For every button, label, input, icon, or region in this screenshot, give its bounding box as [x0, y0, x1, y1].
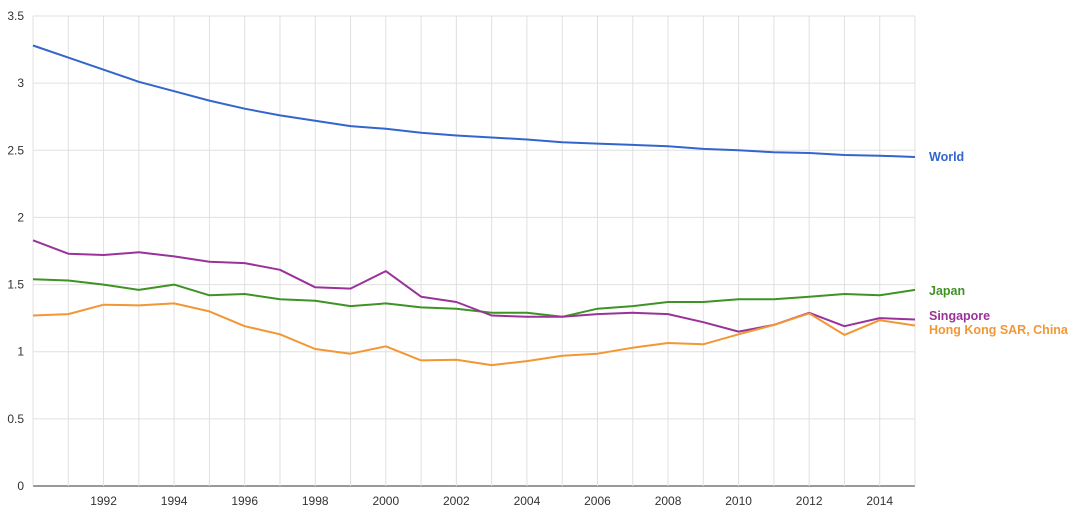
y-tick-label: 0.5: [7, 412, 24, 426]
series-label-hong-kong-sar-china: Hong Kong SAR, China: [929, 323, 1069, 337]
x-tick-label: 2004: [514, 494, 541, 508]
y-tick-label: 2: [17, 210, 24, 224]
y-tick-label: 1.5: [7, 278, 24, 292]
series-line-world: [32, 44, 916, 158]
x-tick-label: 2014: [866, 494, 893, 508]
y-tick-label: 3.5: [7, 9, 24, 23]
x-tick-label: 2010: [725, 494, 752, 508]
x-tick-label: 1996: [231, 494, 258, 508]
x-tick-label: 2012: [796, 494, 823, 508]
x-tick-label: 1992: [90, 494, 117, 508]
series-lines: [32, 44, 916, 367]
x-tick-label: 2000: [372, 494, 399, 508]
series-line-hong-kong-sar-china: [32, 302, 916, 367]
series-label-japan: Japan: [929, 284, 965, 298]
y-tick-label: 1: [17, 345, 24, 359]
y-tick-label: 3: [17, 76, 24, 90]
x-axis-ticks: 1992 1994 1996 1998 2000 2002 2004 2006 2008 2010…: [90, 494, 893, 508]
series-label-singapore: Singapore: [929, 309, 990, 323]
series-line-japan: [32, 278, 916, 318]
x-tick-label: 1998: [302, 494, 329, 508]
x-tick-label: 2006: [584, 494, 611, 508]
grid-lines: [32, 15, 916, 487]
x-tick-label: 1994: [161, 494, 188, 508]
x-tick-label: 2008: [655, 494, 682, 508]
y-axis-ticks: 0 0.5 1 1.5 2 2.5 3 3.5: [7, 9, 24, 493]
y-tick-label: 0: [17, 479, 24, 493]
y-tick-label: 2.5: [7, 143, 24, 157]
x-tick-label: 2002: [443, 494, 470, 508]
series-label-world: World: [929, 150, 964, 164]
